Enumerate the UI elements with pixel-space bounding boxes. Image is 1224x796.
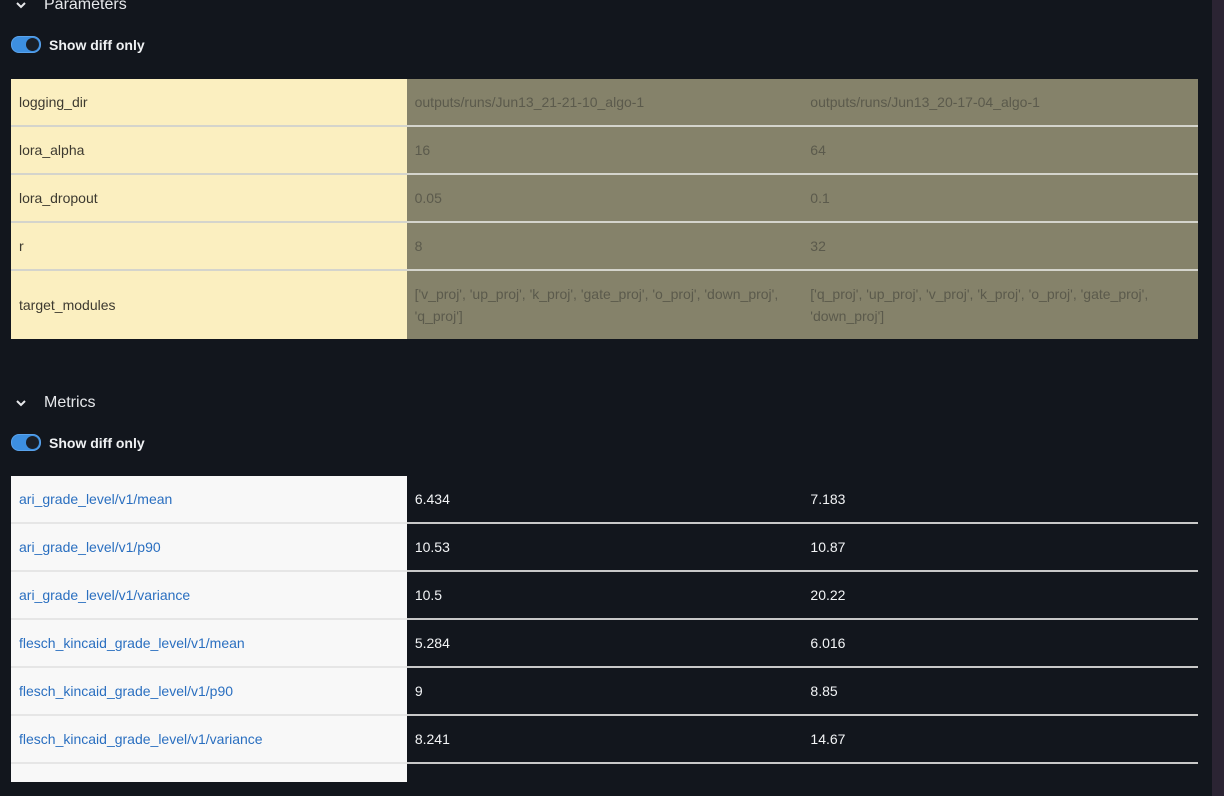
metric-link[interactable]: ari_grade_level/v1/p90: [11, 523, 407, 572]
metrics-table: ari_grade_level/v1/mean 6.434 7.183 ari_gra…: [11, 476, 1198, 782]
table-row: [11, 763, 1198, 782]
param-key: target_modules: [11, 270, 407, 339]
metric-link[interactable]: ari_grade_level/v1/mean: [11, 476, 407, 524]
value-cell: ['q_proj', 'up_proj', 'v_proj', 'k_proj'…: [802, 270, 1198, 339]
value-cell: [406, 763, 803, 782]
metrics-section-header[interactable]: Metrics: [14, 394, 96, 412]
value-cell: [802, 763, 1198, 782]
value-cell: 10.87: [802, 523, 1198, 572]
section-title: Metrics: [44, 394, 96, 411]
table-row: flesch_kincaid_grade_level/v1/p90 9 8.85: [11, 667, 1198, 716]
chevron-down-icon: [16, 2, 26, 9]
table-row: lora_alpha 16 64: [11, 126, 1198, 175]
table-row: ari_grade_level/v1/p90 10.53 10.87: [11, 523, 1198, 572]
show-diff-toggle[interactable]: [11, 434, 41, 451]
param-key: lora_alpha: [11, 126, 407, 175]
parameters-section-header[interactable]: Parameters: [14, 0, 127, 14]
section-title: Parameters: [44, 0, 127, 13]
value-cell: 6.016: [802, 619, 1198, 668]
metrics-table-viewport: ari_grade_level/v1/mean 6.434 7.183 ari_gra…: [11, 476, 1198, 782]
table-row: ari_grade_level/v1/variance 10.5 20.22: [11, 571, 1198, 620]
value-cell: outputs/runs/Jun13_21-21-10_algo-1: [406, 79, 803, 127]
table-row: target_modules ['v_proj', 'up_proj', 'k_p…: [11, 270, 1198, 339]
value-cell: 64: [802, 126, 1198, 175]
value-cell: outputs/runs/Jun13_20-17-04_algo-1: [802, 79, 1198, 127]
value-cell: 0.05: [406, 174, 803, 223]
metric-link[interactable]: flesch_kincaid_grade_level/v1/mean: [11, 619, 407, 668]
toggle-label: Show diff only: [49, 36, 145, 53]
value-cell: ['v_proj', 'up_proj', 'k_proj', 'gate_pr…: [406, 270, 803, 339]
scrollbar[interactable]: [1212, 0, 1224, 796]
value-cell: 8: [406, 222, 803, 271]
value-cell: 9: [406, 667, 803, 716]
value-cell: 7.183: [802, 476, 1198, 524]
value-cell: 16: [406, 126, 803, 175]
metric-link[interactable]: ari_grade_level/v1/variance: [11, 571, 407, 620]
param-key: r: [11, 222, 407, 271]
value-cell: 20.22: [802, 571, 1198, 620]
table-row: r 8 32: [11, 222, 1198, 271]
value-cell: 10.53: [406, 523, 803, 572]
show-diff-toggle[interactable]: [11, 36, 41, 53]
value-cell: 8.85: [802, 667, 1198, 716]
metric-link[interactable]: [11, 763, 407, 782]
value-cell: 0.1: [802, 174, 1198, 223]
chevron-down-icon: [16, 400, 26, 407]
table-row: ari_grade_level/v1/mean 6.434 7.183: [11, 476, 1198, 524]
value-cell: 5.284: [406, 619, 803, 668]
value-cell: 6.434: [406, 476, 803, 524]
table-row: flesch_kincaid_grade_level/v1/variance 8.…: [11, 715, 1198, 764]
value-cell: 10.5: [406, 571, 803, 620]
metric-link[interactable]: flesch_kincaid_grade_level/v1/variance: [11, 715, 407, 764]
table-row: flesch_kincaid_grade_level/v1/mean 5.284 6…: [11, 619, 1198, 668]
toggle-label: Show diff only: [49, 434, 145, 451]
param-key: lora_dropout: [11, 174, 407, 223]
metric-link[interactable]: flesch_kincaid_grade_level/v1/p90: [11, 667, 407, 716]
value-cell: 32: [802, 222, 1198, 271]
table-row: logging_dir outputs/runs/Jun13_21-21-10_a…: [11, 79, 1198, 127]
value-cell: 14.67: [802, 715, 1198, 764]
table-row: lora_dropout 0.05 0.1: [11, 174, 1198, 223]
param-key: logging_dir: [11, 79, 407, 127]
parameters-table: logging_dir outputs/runs/Jun13_21-21-10_a…: [11, 79, 1198, 339]
value-cell: 8.241: [406, 715, 803, 764]
